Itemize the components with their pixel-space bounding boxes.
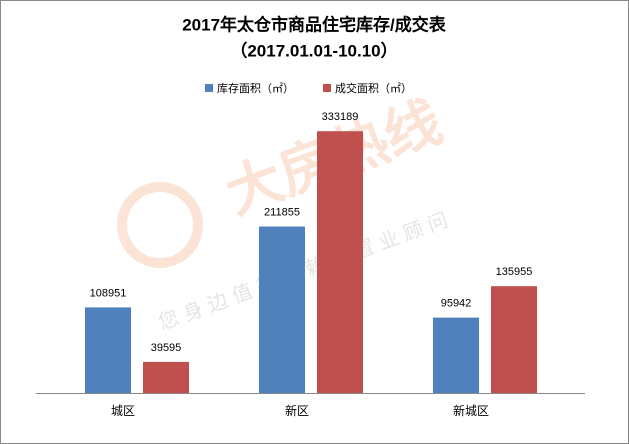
value-label: 39595 <box>151 342 182 354</box>
value-label: 95942 <box>441 298 472 310</box>
legend-swatch <box>323 84 331 92</box>
bar <box>491 286 537 393</box>
x-tick-label: 新城区 <box>453 403 489 418</box>
bar <box>317 131 363 393</box>
legend-label: 成交面积（㎡） <box>335 81 412 95</box>
legend-label: 库存面积（㎡） <box>217 81 294 95</box>
x-tick-label: 城区 <box>111 404 135 418</box>
value-label: 333189 <box>322 111 359 123</box>
value-label: 211855 <box>264 206 300 218</box>
chart-subtitle: （2017.01.01-10.10） <box>230 40 397 60</box>
x-tick-label: 新区 <box>285 403 309 418</box>
watermark-logo <box>117 182 203 268</box>
legend-swatch <box>205 84 213 92</box>
value-label: 135955 <box>496 266 533 278</box>
bar <box>259 226 305 393</box>
bar <box>85 307 131 393</box>
chart-title: 2017年太仓市商品住宅库存/成交表 <box>182 14 447 34</box>
value-label: 108951 <box>90 287 127 299</box>
bar <box>143 361 189 393</box>
bar <box>433 317 479 393</box>
